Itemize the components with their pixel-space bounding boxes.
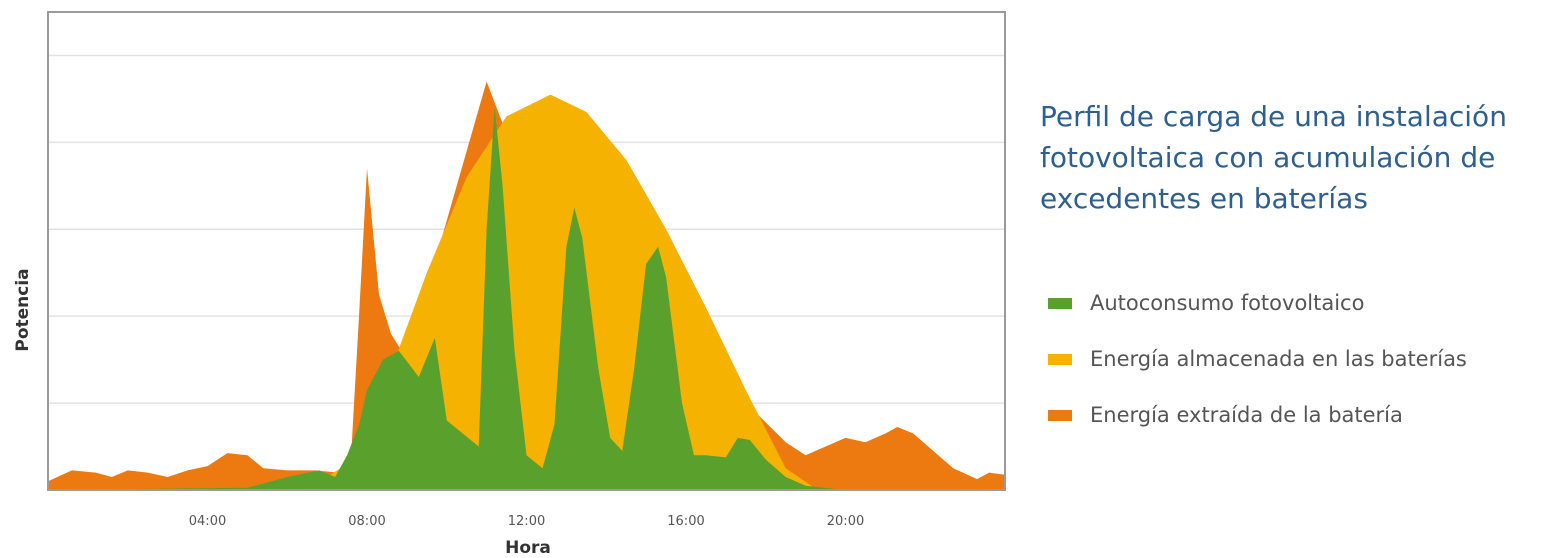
legend-swatch-almacenada: [1048, 354, 1072, 365]
x-tick-label: 08:00: [348, 514, 385, 529]
series-areas: [48, 81, 1005, 490]
title-line-1: Perfil de carga de una instalación: [1040, 100, 1507, 133]
title-line-2: fotovoltaica con acumulación de: [1040, 141, 1496, 174]
title-line-3: excedentes en baterías: [1040, 182, 1368, 215]
x-tick-label: 12:00: [508, 514, 545, 529]
x-tick-label: 04:00: [189, 514, 226, 529]
legend-label-autoconsumo: Autoconsumo fotovoltaico: [1090, 291, 1365, 315]
legend-swatch-autoconsumo: [1048, 298, 1072, 309]
legend-label-extraida: Energía extraída de la batería: [1090, 403, 1403, 427]
x-tick-label: 16:00: [667, 514, 704, 529]
plot-frame: [47, 11, 1006, 491]
x-tick-labels: 04:00 08:00 12:00 16:00 20:00: [189, 514, 864, 529]
legend-label-almacenada: Energía almacenada en las baterías: [1090, 347, 1467, 371]
legend-swatch-extraida: [1048, 410, 1072, 421]
x-axis-label: Hora: [505, 538, 551, 558]
chart-title: Perfil de carga de una instalación fotov…: [1040, 96, 1540, 219]
x-tick-label: 20:00: [827, 514, 864, 529]
y-axis-label: Potencia: [13, 268, 33, 351]
